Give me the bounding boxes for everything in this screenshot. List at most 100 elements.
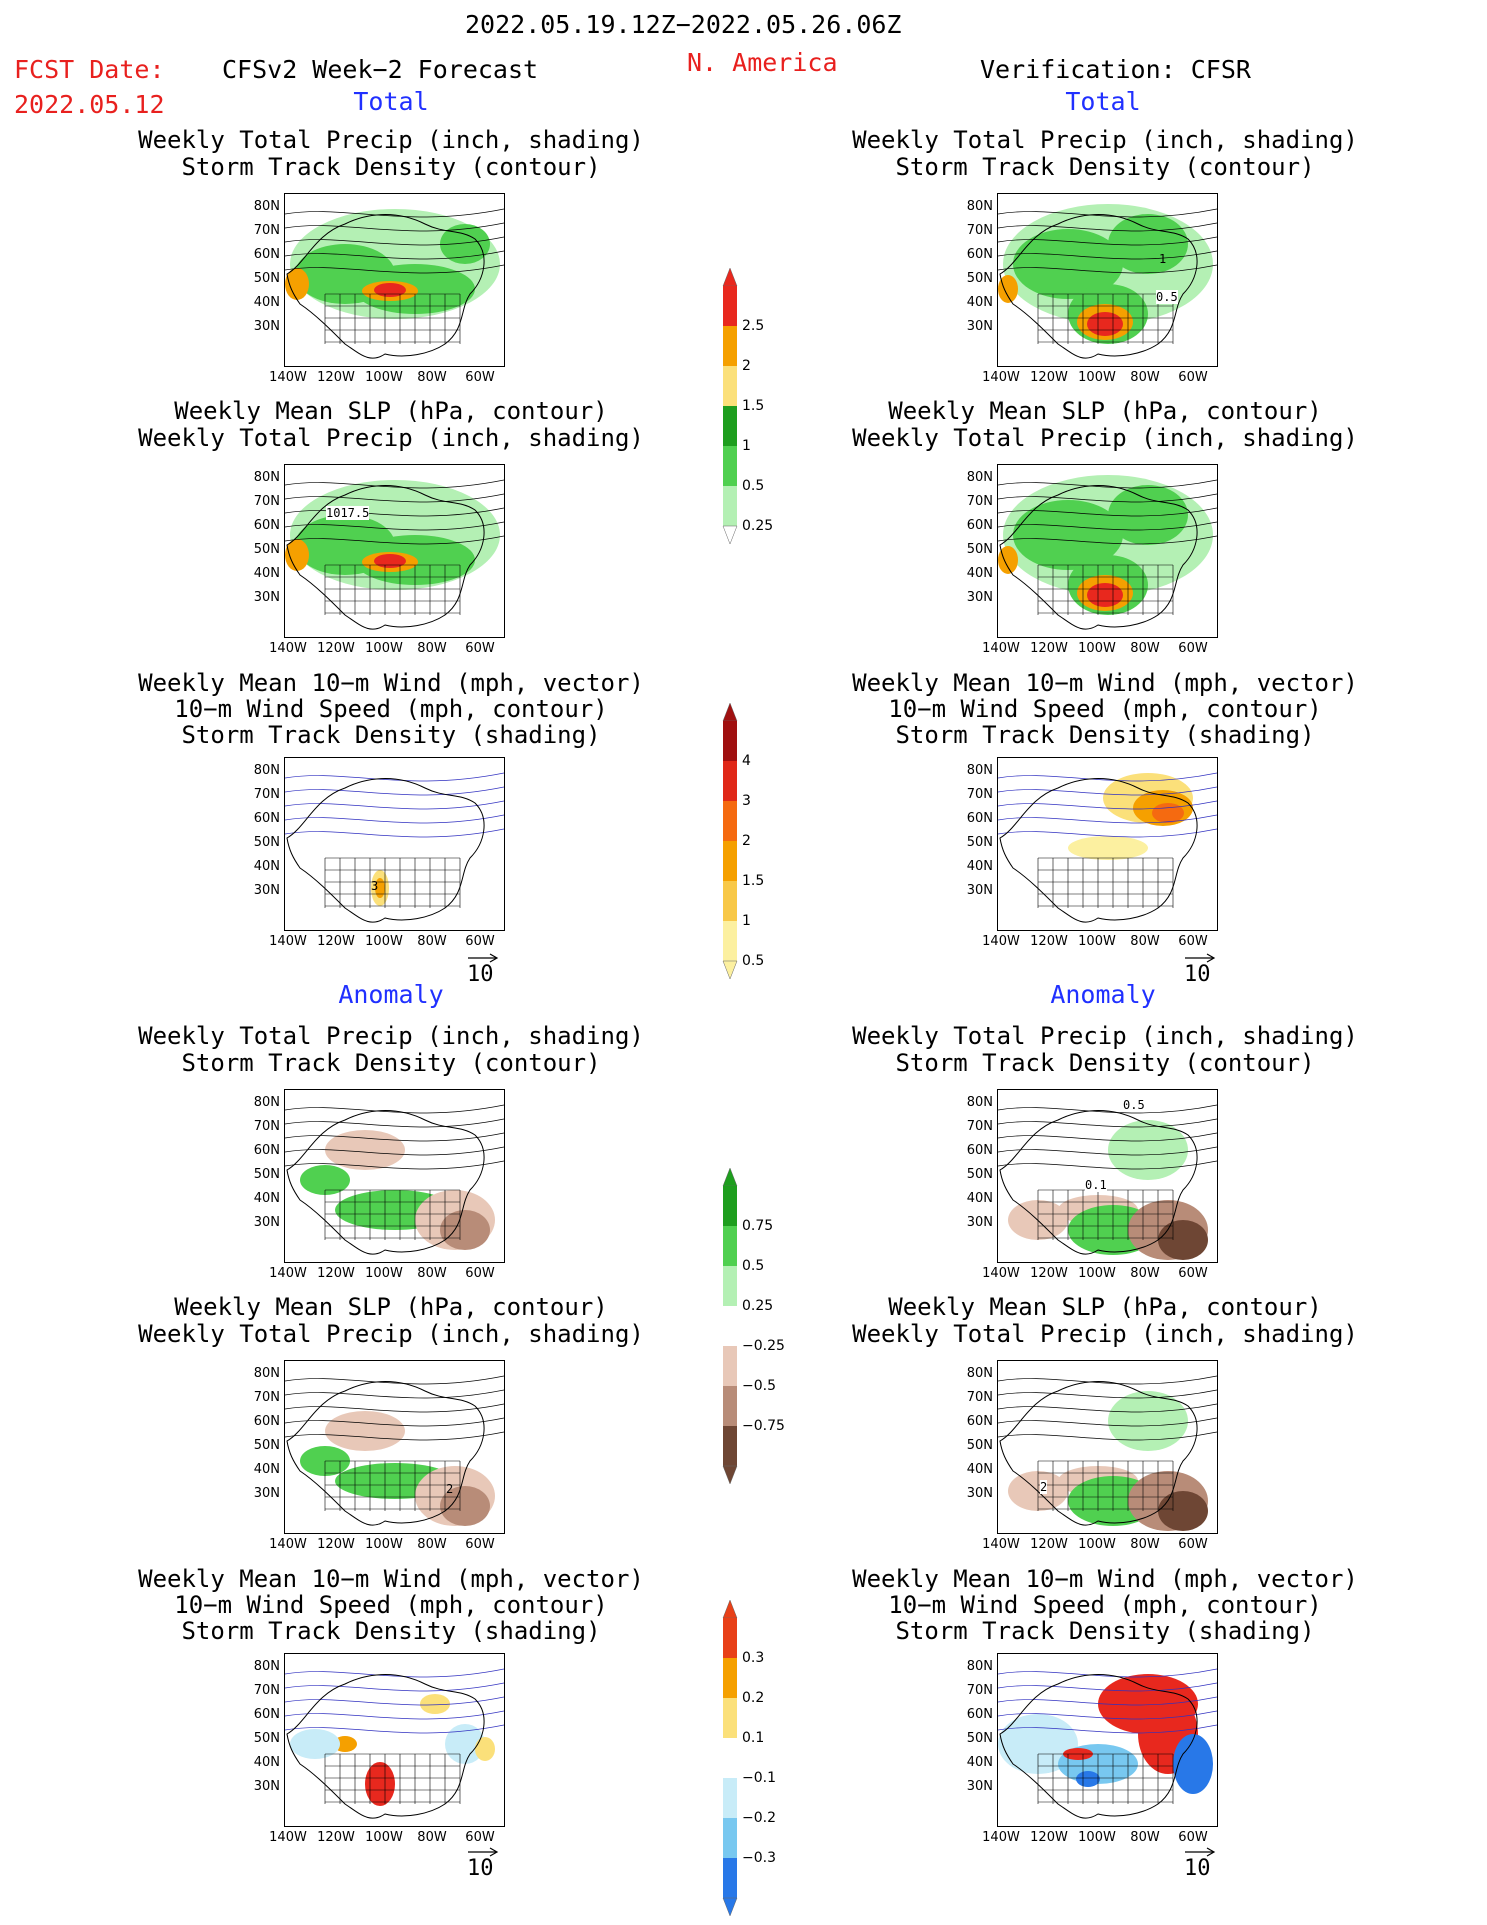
longitude-label: 120W <box>317 1537 355 1552</box>
map-plot <box>998 475 1217 630</box>
contour-line <box>285 264 504 274</box>
latitude-label: 40N <box>253 1191 280 1206</box>
longitude-label: 140W <box>982 1830 1020 1845</box>
contour-line <box>285 1682 504 1692</box>
longitude-label: 100W <box>1078 934 1116 949</box>
contour-line <box>998 800 1217 810</box>
latitude-label: 80N <box>966 763 993 778</box>
latitude-label: 50N <box>966 271 993 286</box>
shaded-field <box>1152 803 1184 823</box>
colorbar-segment <box>723 1186 737 1226</box>
panel-title-line: 10−m Wind Speed (mph, contour) <box>888 1591 1322 1619</box>
track-contour-label: 0.1 <box>1085 1178 1107 1192</box>
contour-line <box>285 1431 504 1441</box>
contour-line <box>285 1389 504 1399</box>
colorbar-bottom-arrow <box>722 960 738 979</box>
period-title: 2022.05.19.12Z−2022.05.26.06Z <box>465 10 902 39</box>
shaded-field <box>440 1486 490 1526</box>
contour-line <box>998 1431 1217 1441</box>
contour-line <box>285 1118 504 1128</box>
vector-reference: 10 <box>467 1847 499 1881</box>
colorbar-label: 0.5 <box>742 478 765 494</box>
latitude-label: 30N <box>966 1486 993 1501</box>
shaded-field <box>440 1210 490 1250</box>
longitude-label: 120W <box>1030 641 1068 656</box>
contour-line <box>998 479 1217 489</box>
shaded-field <box>374 283 406 297</box>
colorbar-segment <box>723 1698 737 1738</box>
colorbar-bottom-arrow <box>722 1465 738 1484</box>
latitude-label: 30N <box>253 590 280 605</box>
latitude-label: 30N <box>253 1779 280 1794</box>
longitude-label: 120W <box>317 1266 355 1281</box>
panel-title-line: Storm Track Density (shading) <box>895 1617 1315 1645</box>
shaded-field <box>998 1714 1078 1774</box>
latitude-label: 80N <box>253 1659 280 1674</box>
latitude-label: 60N <box>966 1143 993 1158</box>
shaded-field <box>1158 1220 1208 1260</box>
longitude-label: 80W <box>417 1830 447 1845</box>
fcst-date-value: 2022.05.12 <box>14 90 165 119</box>
panel-title-line: Storm Track Density (shading) <box>181 1617 601 1645</box>
shaded-field <box>1087 312 1123 336</box>
map-plot <box>998 1104 1217 1260</box>
panel-title-line: Weekly Total Precip (inch, shading) <box>852 1022 1358 1050</box>
panel-title-line: 10−m Wind Speed (mph, contour) <box>174 695 608 723</box>
colorbar-label: 1.5 <box>742 398 765 414</box>
map-panel <box>284 757 505 931</box>
longitude-label: 60W <box>1178 1830 1208 1845</box>
latitude-label: 30N <box>253 1215 280 1230</box>
longitude-label: 100W <box>365 1830 403 1845</box>
map-plot <box>998 772 1217 923</box>
latitude-label: 60N <box>253 811 280 826</box>
latitude-label: 50N <box>966 1731 993 1746</box>
shaded-field <box>1108 485 1188 545</box>
shaded-field <box>1158 1491 1208 1531</box>
colorbar-label: −0.75 <box>742 1418 785 1434</box>
latitude-label: 50N <box>966 1438 993 1453</box>
longitude-label: 100W <box>1078 1537 1116 1552</box>
colorbar-segment <box>723 881 737 921</box>
latitude-label: 70N <box>253 223 280 238</box>
longitude-label: 100W <box>365 1266 403 1281</box>
longitude-label: 60W <box>465 370 495 385</box>
latitude-label: 80N <box>966 470 993 485</box>
map-panel <box>997 1653 1218 1827</box>
latitude-label: 60N <box>966 811 993 826</box>
map-panel <box>997 1089 1218 1263</box>
longitude-label: 140W <box>982 934 1020 949</box>
colorbar-segment <box>723 1818 737 1858</box>
colorbar-segment <box>723 1266 737 1306</box>
colorbar-label: 2.5 <box>742 318 765 334</box>
contour-line <box>285 1710 504 1720</box>
contour-line <box>285 786 504 796</box>
shaded-field <box>1108 214 1188 274</box>
latitude-label: 80N <box>966 1095 993 1110</box>
ver-anomaly-label: Anomaly <box>1050 980 1156 1009</box>
panel-title-line: Weekly Mean 10−m Wind (mph, vector) <box>852 1565 1358 1593</box>
longitude-label: 140W <box>269 641 307 656</box>
contour-line <box>998 236 1217 246</box>
colorbar-segment <box>723 1426 737 1466</box>
shaded-field <box>1013 500 1123 570</box>
colorbar-segment <box>723 486 737 526</box>
contour-line <box>998 1118 1217 1128</box>
latitude-label: 30N <box>253 319 280 334</box>
panel-title-line: 10−m Wind Speed (mph, contour) <box>174 1591 608 1619</box>
longitude-label: 60W <box>465 641 495 656</box>
panel-title-line: Storm Track Density (shading) <box>181 721 601 749</box>
latitude-label: 30N <box>253 883 280 898</box>
latitude-label: 70N <box>253 1119 280 1134</box>
vector-reference-label: 10 <box>467 962 494 987</box>
shaded-field <box>475 1737 495 1761</box>
longitude-label: 140W <box>982 641 1020 656</box>
latitude-label: 70N <box>253 494 280 509</box>
longitude-label: 100W <box>1078 370 1116 385</box>
latitude-label: 50N <box>253 835 280 850</box>
shaded-field <box>1068 836 1148 860</box>
verification-title: Verification: CFSR <box>980 55 1251 84</box>
colorbar-segment <box>723 841 737 881</box>
panel-title-line: Storm Track Density (contour) <box>895 153 1315 181</box>
map-plot <box>998 1375 1217 1531</box>
panel-title-line: Weekly Mean 10−m Wind (mph, vector) <box>138 1565 644 1593</box>
